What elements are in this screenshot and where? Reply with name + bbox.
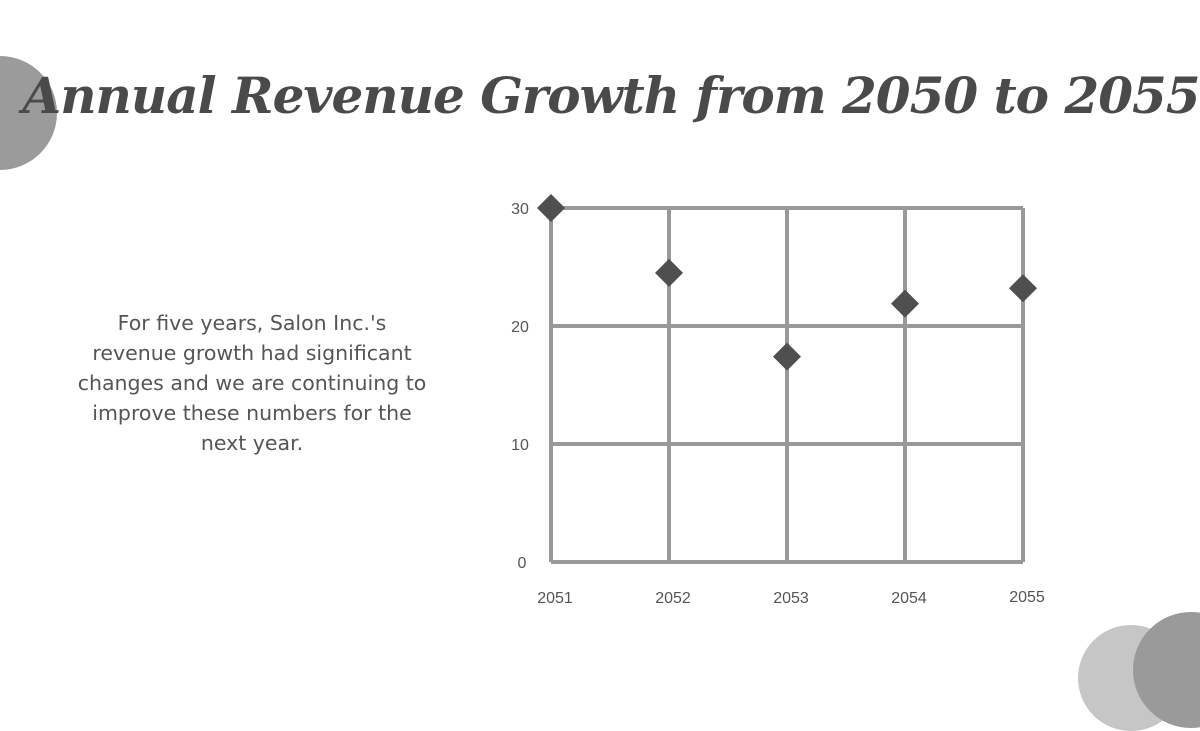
- x-tick-label: 2054: [891, 590, 927, 607]
- data-point-2054: [891, 289, 919, 318]
- page-title: Annual Revenue Growth from 2050 to 2055: [22, 66, 1200, 125]
- y-tick-label: 10: [511, 437, 529, 454]
- y-tick-label: 30: [511, 201, 529, 218]
- y-tick-label: 0: [518, 555, 527, 572]
- description-text: For five years, Salon Inc.'s revenue gro…: [77, 311, 427, 455]
- data-point-2052: [655, 258, 683, 287]
- data-point-2055: [1009, 274, 1037, 303]
- data-point-2053: [773, 342, 801, 371]
- y-tick-label: 20: [511, 319, 529, 336]
- x-tick-label: 2053: [773, 590, 809, 607]
- x-tick-label: 2055: [1009, 589, 1045, 606]
- data-point-2051: [537, 194, 565, 222]
- x-tick-label: 2052: [655, 590, 691, 607]
- scatter-chart: 0 10 20 30 2051 2052 2053 2054 2055: [511, 194, 1045, 607]
- x-tick-label: 2051: [537, 590, 573, 607]
